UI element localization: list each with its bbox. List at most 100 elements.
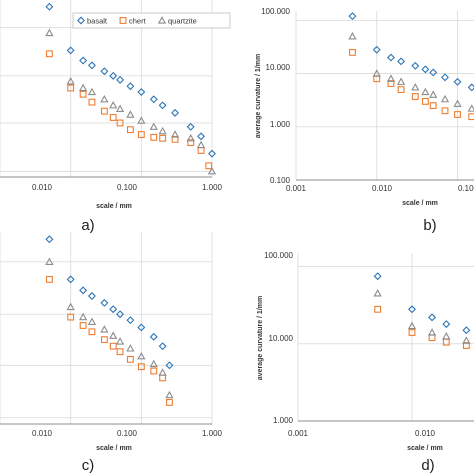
panel-b-ytick-3: 100.000 [261,7,290,16]
panel-a-xtick-0: 0.010 [32,183,53,192]
panel-d-basalt-point [428,313,437,322]
panel-d-xtick-1: 0.010 [415,429,436,438]
panel-a-chert-point [109,114,117,121]
panel-d-label: d) [421,457,434,474]
panel-a-chert-point [45,50,53,58]
panel-a-basalt-point [116,75,125,84]
panel-d-quartzite-point [407,321,417,330]
panel-d-ytick-0: 1.000 [273,416,294,425]
panel-c-basalt-point [87,292,96,301]
panel-c-basalt-point [165,361,174,370]
panel-a-quartzite-point [126,110,135,118]
panel-a-chert-point [187,139,195,147]
legend-quartzite-marker [157,16,167,24]
panel-a-chert-point [205,162,213,170]
panel-a-chert-point [159,134,167,142]
panel-c-chert-point [45,275,53,283]
panel-d-chert-point [428,334,436,342]
panel-b-chert-point [454,111,461,118]
panel-c-chert-point [116,348,124,356]
panel-a-basalt-point [208,149,216,158]
panel-d-quartzite-point [427,328,437,336]
panel-a-chert-point [88,98,96,106]
panel-a-quartzite-point [115,104,125,112]
panel-b-quartzite-point [396,77,406,85]
panel-b-quartzite-point [421,87,430,96]
panel-a-quartzite-point [78,83,88,92]
panel-c-quartzite-point [158,368,167,376]
panel-a-chert-point [137,131,145,138]
legend-box [72,12,231,29]
panel-a-chert-point [100,107,108,115]
panel-a-basalt-point [197,132,206,141]
panel-a-basalt-point [100,67,109,76]
panel-b: 0.100 1.000 10.000 100.000 0.001 0.010 0… [255,7,474,234]
panel-b-chert-point [421,97,429,105]
panel-c-quartzite-point [66,302,75,311]
panel-a-basalt-point [79,56,88,65]
panel-a-chert-point [150,133,158,141]
panel-a-chert-point [116,119,124,127]
panel-c-chert-point [137,363,145,371]
panel-d-grid [297,253,474,422]
legend-marker-basalt [77,16,85,25]
panel-a-xtick-1: 0.100 [117,183,138,192]
panel-b-quartzite-point [386,74,396,82]
panel-b-chert-point [349,48,356,56]
legend: basalt chert quartzite [72,12,231,29]
panel-a-quartzite-point [109,100,118,109]
panel-c-chert-point [79,322,87,329]
panel-b-xtick-0: 0.001 [286,184,307,193]
panel-b-ylabel: average curvature / 1/mm [255,54,262,138]
panel-b-ytick-1: 1.000 [270,120,291,129]
panel-a-chert-point [171,135,179,143]
panel-c-xtick-0: 0.010 [32,429,53,438]
panel-c-quartzite-point [149,359,158,368]
legend-chert-marker [119,17,127,24]
panel-b-basalt-point [467,83,474,92]
panel-c-chert-point [88,328,96,336]
panel-c-quartzite-point [137,351,146,360]
panel-b-chert-point [387,80,395,87]
panel-d-quartzite-point [373,289,382,297]
panel-b-grid [295,11,474,181]
panel-d-chert-point [374,305,382,313]
panel-a-quartzite-point [149,122,158,130]
panel-c-chert-point [159,374,167,382]
panel-a-quartzite-point [207,166,217,175]
panel-b-basalt-point [411,61,420,70]
panel-d-quartzite-point [442,331,451,340]
panel-b-xlabel: scale / mm [402,200,438,207]
panel-a-quartzite-point [87,87,97,96]
panel-a-basalt-point [158,101,167,110]
panel-a-quartzite-point [137,116,146,124]
legend-basalt-marker [77,16,85,25]
panel-b-basalt-point [387,53,395,62]
panel-d-chert-point [408,329,416,336]
panel-d-basalt-point [462,326,471,335]
panel-b-basalt-point [348,12,357,21]
panel-a-basalt-point [109,71,118,80]
panel-a-xtick-2: 1.000 [202,183,223,192]
panel-c-xtick-2: 1.000 [202,429,223,438]
panel-b-quartzite-point [453,99,462,107]
panel-c: 0.010 0.100 1.000 scale / mm c) [0,232,223,474]
panel-a-basalt-point [149,95,158,104]
panel-b-quartzite-point [372,69,381,77]
panel-b-quartzite-point [429,90,438,98]
panel-b-quartzite-point [348,32,357,40]
panel-a-basalt-point [126,82,135,91]
panel-a-xlabel: scale / mm [96,203,132,210]
panel-c-basalt-point [79,286,88,295]
legend-label-chert: chert [129,17,147,26]
panel-a-basalt-point [66,46,75,55]
panel-c-quartzite-point [100,325,109,333]
panel-a-basalt-point [45,2,54,11]
panel-d-marks [373,272,471,349]
panel-a-chert-point [126,126,134,134]
panel-c-quartzite-point [126,344,135,352]
panel-a-chert-point [197,147,205,154]
panel-b-basalt-point [453,77,462,86]
panel-a: 0.010 0.100 1.000 scale / mm a) basalt c… [0,0,231,234]
panel-b-basalt-point [441,73,449,82]
